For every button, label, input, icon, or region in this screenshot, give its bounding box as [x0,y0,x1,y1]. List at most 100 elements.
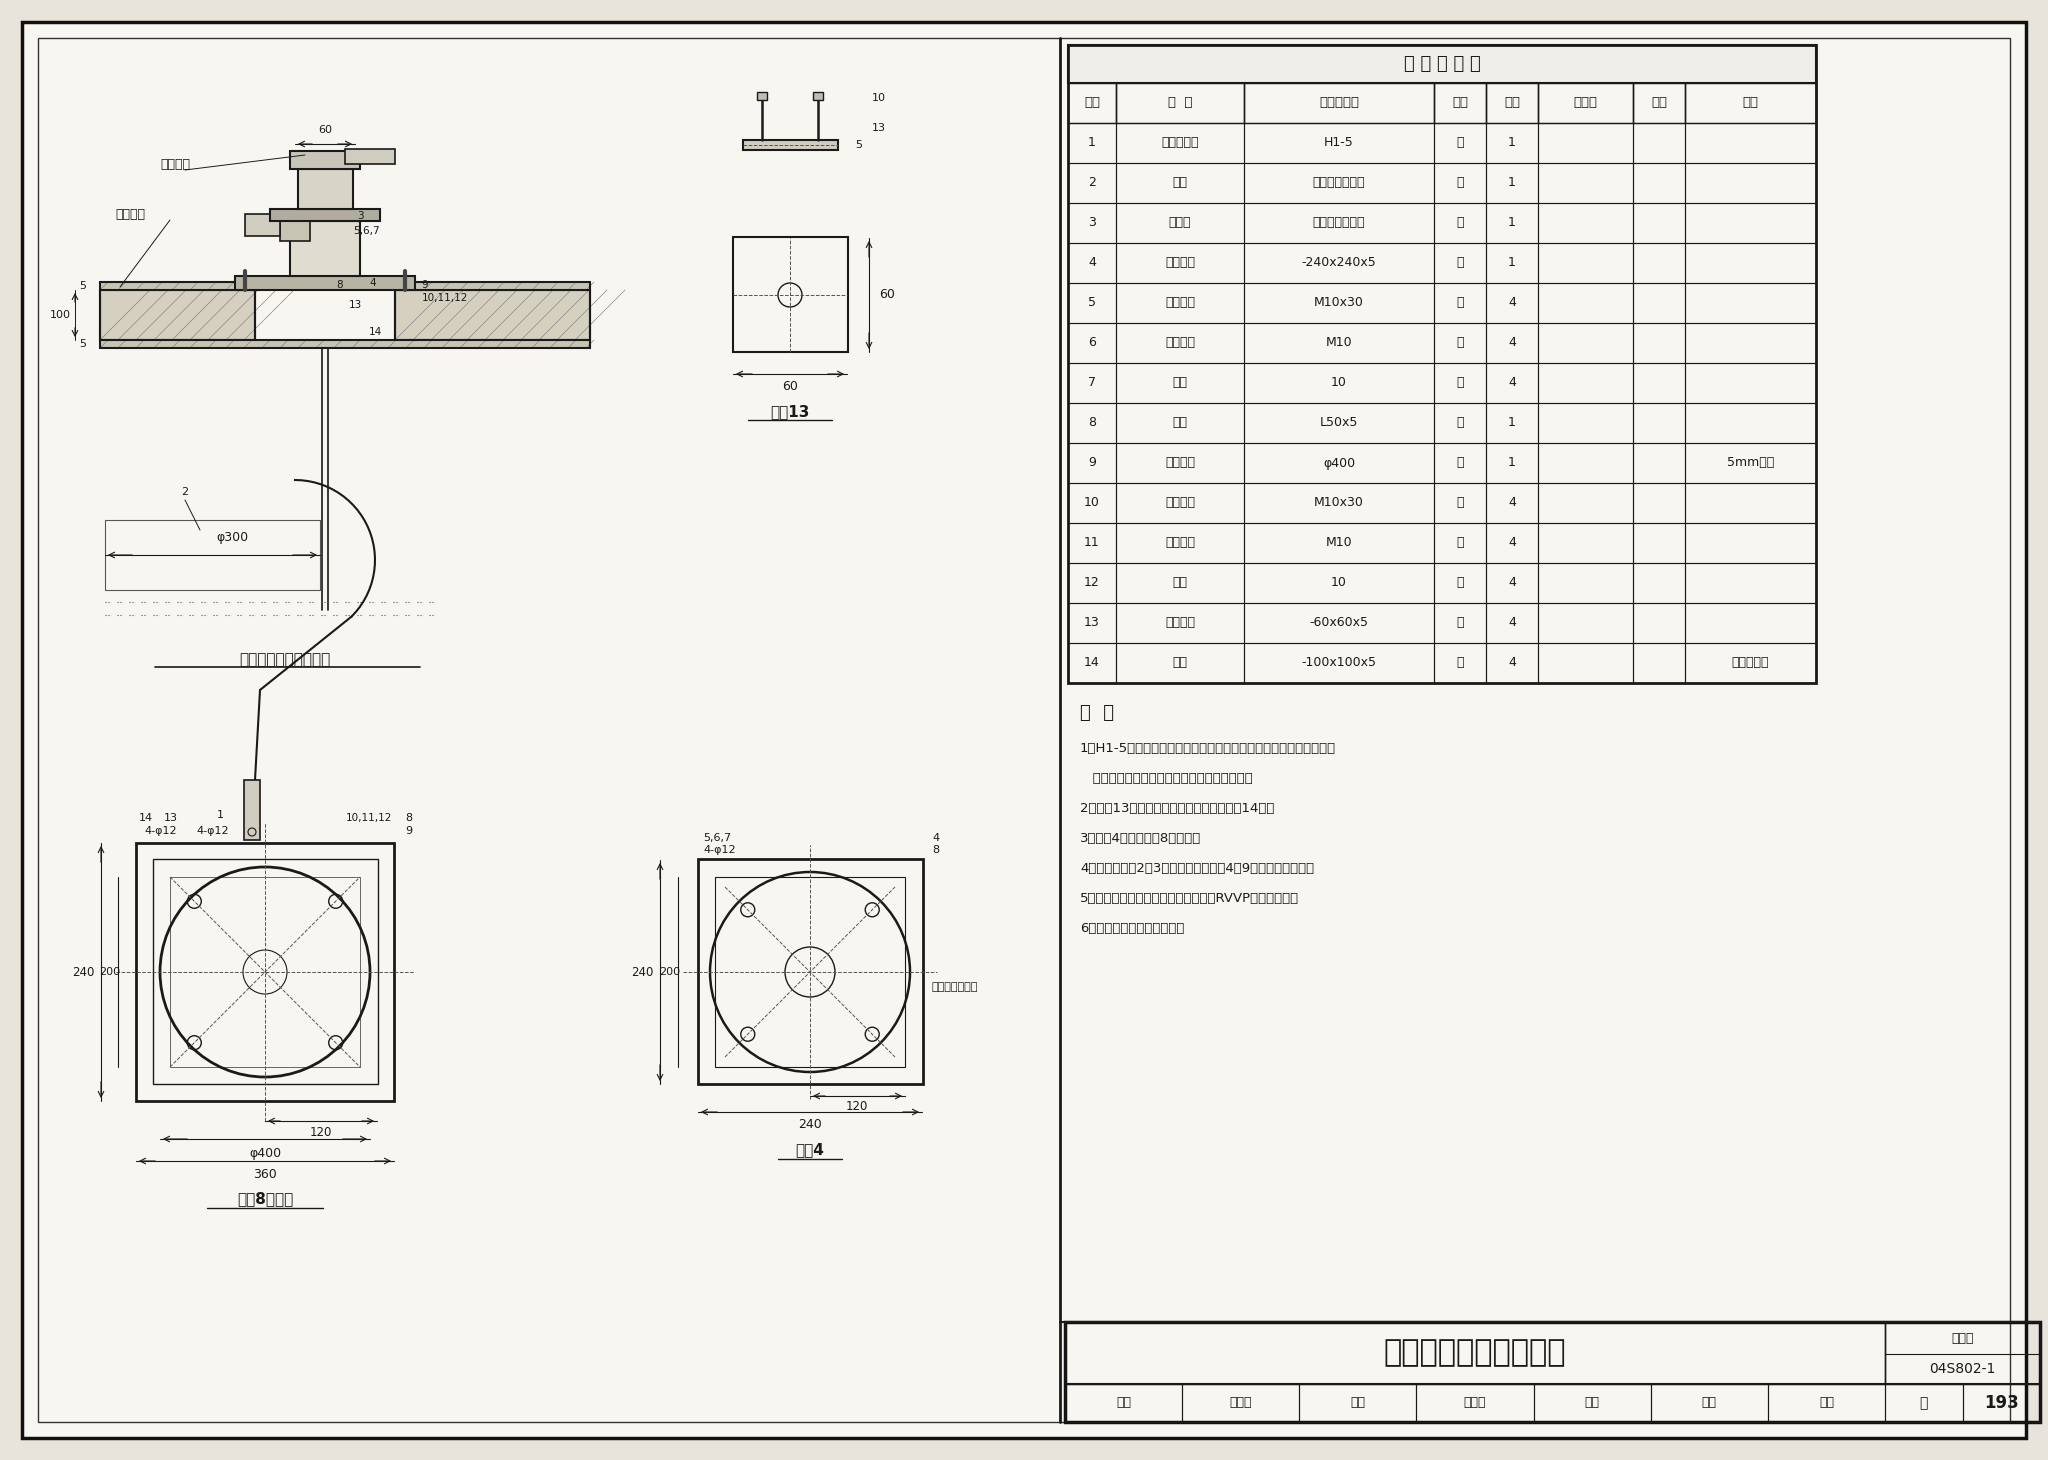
Text: 个: 个 [1456,336,1464,349]
Bar [1686,164,1817,203]
Text: 螺纹接头: 螺纹接头 [160,159,190,171]
Bar [1487,83,1538,123]
Bar [758,92,768,99]
Bar [715,877,905,1067]
Text: 4-φ12: 4-φ12 [197,826,229,837]
Text: 5: 5 [854,140,862,150]
Text: 个: 个 [1456,216,1464,229]
Text: 240: 240 [72,965,94,978]
Text: 安装配件: 安装配件 [1165,257,1194,270]
Text: 1: 1 [1507,177,1516,190]
Text: 垫圈: 垫圈 [1174,577,1188,590]
Bar [1686,483,1817,523]
Bar [1632,603,1686,642]
Bar [1067,442,1116,483]
Text: 9: 9 [422,280,428,291]
Bar [1538,564,1632,603]
Bar [1884,1321,2040,1384]
Bar [395,291,590,340]
Text: 液深变送器配套: 液深变送器配套 [1313,216,1366,229]
Bar [1538,242,1632,283]
Text: 100: 100 [49,310,70,320]
Bar [1632,364,1686,403]
Bar [1487,123,1538,164]
Text: 8: 8 [1087,416,1096,429]
Bar [1487,203,1538,242]
Bar [1434,164,1487,203]
Text: 数量: 数量 [1503,96,1520,109]
Bar [1243,323,1434,364]
Bar [1632,203,1686,242]
Bar [1067,45,1817,83]
Bar [1116,83,1243,123]
Text: 1: 1 [1507,216,1516,229]
Text: 1: 1 [1507,457,1516,470]
Text: 120: 120 [846,1101,868,1114]
Bar [1116,242,1243,283]
Text: 60: 60 [317,126,332,134]
Bar [1686,523,1817,564]
Bar [1434,442,1487,483]
Bar [1067,603,1116,642]
Text: 13: 13 [1083,616,1100,629]
Bar [270,209,381,220]
Bar [1182,1384,1298,1422]
Bar [1487,564,1538,603]
Bar [1686,642,1817,683]
Text: 垫圈: 垫圈 [1174,377,1188,390]
Bar [1434,642,1487,683]
Text: 审核: 审核 [1116,1397,1130,1409]
Text: 块: 块 [1456,657,1464,670]
Bar [1538,123,1632,164]
Text: φ300: φ300 [217,530,248,543]
Text: 11: 11 [1083,536,1100,549]
Bar [100,291,256,340]
Bar [1538,164,1632,203]
Bar [291,150,360,169]
Text: 件: 件 [1456,457,1464,470]
Bar [1686,283,1817,323]
Text: 4: 4 [1507,536,1516,549]
Bar [1632,564,1686,603]
Bar [1116,523,1243,564]
Text: 液深变送器配套: 液深变送器配套 [1313,177,1366,190]
Text: 4: 4 [1507,377,1516,390]
Text: 套: 套 [1456,416,1464,429]
Text: -100x100x5: -100x100x5 [1300,657,1376,670]
Text: 附注: 附注 [1743,96,1759,109]
Bar [1434,603,1487,642]
Text: 序号: 序号 [1083,96,1100,109]
Bar [1116,123,1243,164]
Text: 个: 个 [1456,377,1464,390]
Bar [1116,483,1243,523]
Text: 200: 200 [100,967,121,977]
Bar [291,220,360,276]
Text: 人井平台: 人井平台 [115,209,145,222]
Bar [1298,1384,1417,1422]
Text: 1、H1-5型液位计是按长沙西门电气有限公司提供的技术资料编制，: 1、H1-5型液位计是按长沙西门电气有限公司提供的技术资料编制， [1079,742,1335,755]
Text: 土建已预埋: 土建已预埋 [1733,657,1769,670]
Text: 6、安装支架应作防腐处理。: 6、安装支架应作防腐处理。 [1079,921,1184,934]
Bar [1067,283,1116,323]
Bar [1434,283,1487,323]
Text: 4: 4 [1507,296,1516,310]
Text: 4-φ12: 4-φ12 [702,845,735,856]
Bar [1632,323,1686,364]
Bar [1538,323,1632,364]
Text: 1: 1 [217,810,223,821]
Text: 4-φ12: 4-φ12 [143,826,176,837]
Bar [1686,242,1817,283]
Text: 14: 14 [1083,657,1100,670]
Text: 3: 3 [1087,216,1096,229]
Bar [1065,1321,1884,1384]
Bar [1067,403,1116,442]
Text: 10: 10 [1331,377,1348,390]
Text: 4: 4 [1507,616,1516,629]
Bar [1243,242,1434,283]
Text: 2: 2 [182,488,188,496]
Bar [104,520,319,590]
Text: 说  明: 说 明 [1079,704,1114,723]
Polygon shape [244,839,260,856]
Text: 1: 1 [1087,136,1096,149]
Bar [1487,323,1538,364]
